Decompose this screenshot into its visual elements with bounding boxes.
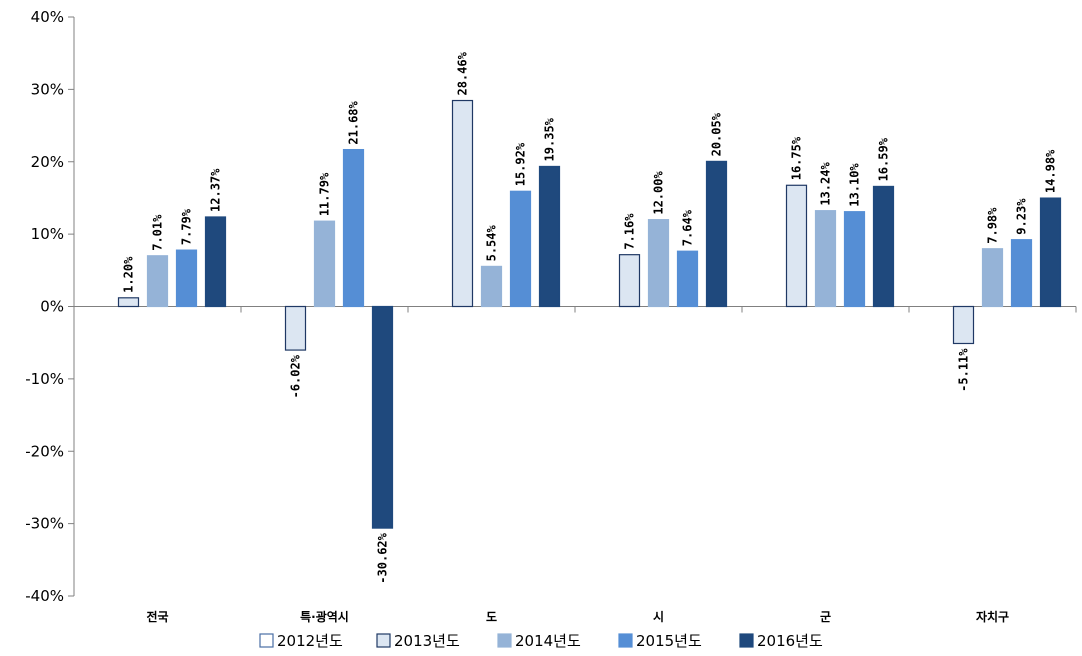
bar [785,184,808,308]
data-label: 12.37% [209,168,223,212]
data-label: 15.92% [514,142,528,186]
data-label: 7.79% [180,208,194,245]
data-label: 7.16% [623,213,637,250]
legend-label: 2014년도 [515,632,581,650]
data-labels: 1.20% -6.02% 28.46% 7.16% 16.75% -5.11% 7.01% 1… [122,51,1058,583]
data-label: 16.59% [877,137,891,181]
bars [117,99,1062,529]
bar [952,305,975,345]
data-label: 12.00% [652,171,666,215]
legend-swatch [618,633,633,648]
axes: 40% 30% 20% 10% 0% -10% -20% -30% -40% [25,8,1077,605]
legend-label: 2015년도 [636,632,702,650]
y-tick-label: 10% [31,225,64,243]
bar [843,211,866,308]
bar [676,250,699,308]
y-tick-label: 40% [31,8,64,26]
bar [342,148,365,308]
bar [1010,239,1033,308]
data-label: 11.79% [318,172,332,216]
bar [814,210,837,308]
bar [146,255,169,308]
bar [175,249,198,308]
data-label: -6.02% [289,354,303,398]
category-labels: 전국 특·광역시 도 시 군 자치구 [146,609,1009,624]
bar [981,248,1004,308]
y-tick-label: -30% [25,515,64,533]
y-tick-label: 30% [31,80,64,98]
legend-swatch [376,633,391,648]
bar [204,216,227,308]
legend-swatch [259,633,274,648]
y-tick-label: 0% [40,298,64,316]
data-label: 9.23% [1015,198,1029,235]
y-tick-label: -10% [25,370,64,388]
category-label: 시 [653,610,664,624]
legend-label: 2013년도 [394,632,460,650]
bar [371,305,394,529]
bar [451,99,474,308]
bar [117,297,140,308]
data-label: 7.01% [151,214,165,251]
bar [313,220,336,308]
legend: 2012년도 2013년도 2014년도 2015년도 2016년도 [259,632,823,650]
data-label: -30.62% [376,532,390,583]
legend-label: 2016년도 [757,632,823,650]
category-label: 특·광역시 [300,609,349,624]
data-label: 7.64% [681,209,695,246]
data-label: 14.98% [1044,149,1058,193]
category-label: 자치구 [976,609,1009,624]
bar [284,305,307,351]
y-tick-label: -20% [25,442,64,460]
bar [480,265,503,308]
legend-swatch [497,633,512,648]
data-label: 16.75% [790,136,804,180]
bar [1039,197,1062,308]
legend-label: 2012년도 [277,632,343,650]
category-label: 도 [486,610,497,624]
y-tick-label: -40% [25,587,64,605]
data-label: 7.98% [986,207,1000,244]
bar [705,160,728,308]
data-label: 20.05% [710,112,724,156]
bar [509,190,532,308]
data-label: -5.11% [957,348,971,392]
bar [618,254,641,308]
category-label: 전국 [146,609,168,624]
legend-swatch [739,633,754,648]
data-label: 13.10% [848,163,862,207]
y-tick-label: 20% [31,153,64,171]
data-label: 21.68% [347,100,361,144]
bar [872,185,895,308]
data-label: 19.35% [543,117,557,161]
bar [647,219,670,308]
category-label: 군 [820,610,831,624]
bar [538,165,561,308]
data-label: 13.24% [819,162,833,206]
data-label: 1.20% [122,256,136,293]
data-label: 28.46% [456,51,470,95]
data-label: 5.54% [485,225,499,262]
